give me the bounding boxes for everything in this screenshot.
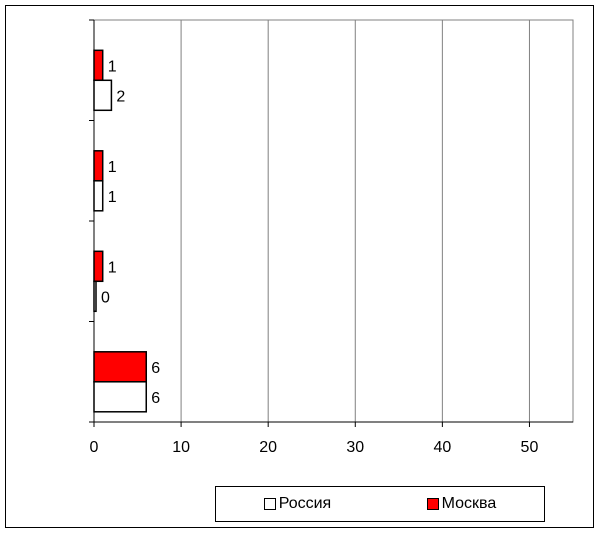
plot-area: [93, 19, 574, 423]
x-tick-label: 40: [433, 439, 451, 456]
data-label: 1: [108, 259, 117, 276]
x-tick-label: 30: [346, 439, 364, 456]
bar-moscow: [93, 250, 104, 283]
x-tick-label: 0: [90, 439, 99, 456]
bar-moscow: [93, 351, 148, 383]
data-label: 6: [151, 360, 160, 377]
legend-swatch-moscow: [426, 498, 439, 510]
legend-label-russia: Россия: [278, 495, 332, 512]
bar-moscow: [93, 49, 104, 82]
legend-item-moscow: Москва: [426, 495, 497, 513]
data-label: 1: [108, 58, 117, 75]
legend-label-moscow: Москва: [441, 495, 497, 512]
x-tick-label: 50: [521, 439, 539, 456]
data-label: 1: [108, 189, 117, 206]
chart-frame: [5, 5, 594, 528]
bar-moscow: [93, 150, 104, 182]
data-label: 1: [108, 159, 117, 176]
bar-russia: [93, 79, 113, 112]
legend-swatch-russia: [263, 498, 276, 510]
x-tick-label: 20: [259, 439, 277, 456]
legend: Россия Москва: [215, 486, 545, 522]
bar-russia: [93, 280, 97, 313]
legend-item-russia: Россия: [263, 495, 332, 513]
bar-russia: [93, 180, 104, 212]
data-label: 0: [101, 289, 110, 306]
bar-russia: [93, 381, 148, 413]
x-tick-label: 10: [172, 439, 190, 456]
data-label: 2: [116, 88, 125, 105]
data-label: 6: [151, 390, 160, 407]
